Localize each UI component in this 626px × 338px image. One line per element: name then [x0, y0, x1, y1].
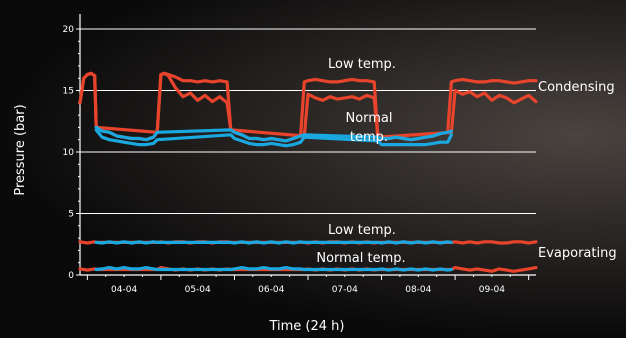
y-tick-label-20: 20: [63, 25, 75, 35]
y-tick-label-10: 10: [63, 148, 75, 158]
series-line-cond-normal: [78, 71, 538, 139]
labels: Pressure (bar) Time (24 h) Condensing Ev…: [13, 57, 617, 334]
axes: 0 5 10 15 20 04-04 05-04 06-04 07-04 08-04 09-04: [63, 14, 536, 295]
y-tick-label-5: 5: [68, 210, 74, 220]
series-line-evap-normal-blue: [94, 266, 453, 272]
annotation-condensing: Condensing: [538, 80, 615, 95]
series-line-cond-normal-blue: [94, 128, 453, 148]
annotation-low-temp-evaporating: Low temp.: [328, 223, 396, 238]
x-axis-title: Time (24 h): [268, 319, 344, 334]
annotation-normal-temp-condensing-line2: temp.: [350, 130, 388, 145]
annotation-low-temp-condensing: Low temp.: [328, 57, 396, 72]
annotation-evaporating: Evaporating: [538, 246, 617, 261]
y-tick-label-0: 0: [68, 271, 74, 281]
x-tick-label-05-04: 05-04: [185, 285, 211, 295]
x-tick-label-07-04: 07-04: [332, 285, 358, 295]
series-line-cond-low-blue: [94, 125, 453, 143]
annotation-normal-temp-evaporating: Normal temp.: [316, 251, 405, 266]
x-tick-label-09-04: 09-04: [479, 285, 505, 295]
series-lines: [78, 71, 538, 273]
y-tick-label-15: 15: [63, 87, 74, 97]
x-tick-label-08-04: 08-04: [405, 285, 431, 295]
y-axis-title: Pressure (bar): [13, 104, 28, 195]
series-line-evap-low-blue: [94, 240, 453, 245]
annotation-normal-temp-condensing-line1: Normal: [345, 111, 392, 126]
x-tick-label-06-04: 06-04: [258, 285, 284, 295]
grid-lines: [80, 28, 536, 214]
x-tick-label-04-04: 04-04: [111, 285, 137, 295]
